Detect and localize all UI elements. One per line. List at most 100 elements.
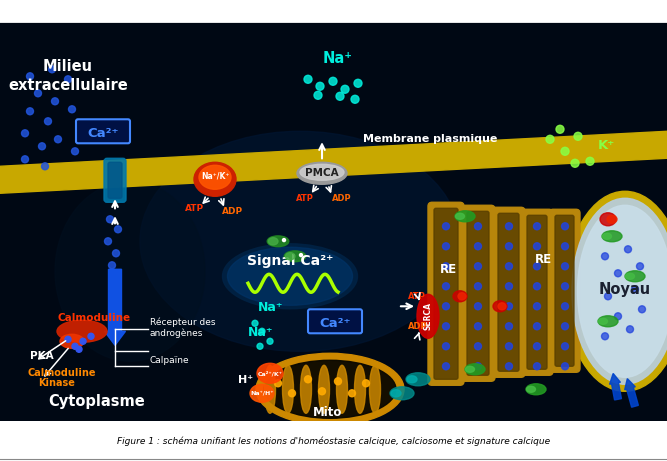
Circle shape	[474, 243, 482, 250]
Ellipse shape	[598, 316, 618, 327]
Circle shape	[614, 313, 622, 320]
FancyBboxPatch shape	[549, 209, 580, 372]
Circle shape	[35, 90, 41, 97]
Ellipse shape	[265, 365, 275, 413]
Ellipse shape	[227, 247, 352, 305]
Ellipse shape	[453, 291, 467, 302]
Circle shape	[534, 283, 540, 290]
FancyBboxPatch shape	[461, 205, 495, 381]
Circle shape	[474, 363, 482, 370]
Circle shape	[334, 378, 342, 385]
Circle shape	[76, 346, 82, 352]
Ellipse shape	[406, 373, 430, 386]
Circle shape	[586, 157, 594, 165]
Ellipse shape	[300, 164, 344, 180]
Circle shape	[506, 343, 512, 350]
Circle shape	[506, 323, 512, 330]
Circle shape	[546, 135, 554, 143]
Circle shape	[289, 390, 295, 397]
Circle shape	[65, 336, 71, 342]
Polygon shape	[0, 21, 667, 421]
Circle shape	[49, 66, 55, 73]
Text: ADP: ADP	[332, 194, 352, 203]
Ellipse shape	[264, 361, 396, 418]
Ellipse shape	[607, 215, 617, 223]
FancyBboxPatch shape	[527, 215, 547, 369]
Ellipse shape	[493, 301, 507, 312]
Ellipse shape	[407, 376, 417, 383]
Text: Na⁺/H⁺: Na⁺/H⁺	[250, 391, 273, 396]
Text: Figure 1 : schéma unifiant les notions d'homéostasie calcique, calciosome et sig: Figure 1 : schéma unifiant les notions d…	[117, 437, 550, 446]
Circle shape	[556, 125, 564, 133]
Circle shape	[348, 390, 356, 397]
FancyBboxPatch shape	[428, 202, 464, 385]
FancyArrow shape	[625, 378, 638, 407]
Circle shape	[571, 160, 579, 167]
Circle shape	[362, 380, 370, 387]
Text: Calmoduline: Calmoduline	[58, 313, 131, 323]
FancyArrow shape	[610, 373, 622, 400]
FancyBboxPatch shape	[467, 211, 489, 375]
Circle shape	[604, 293, 612, 300]
Circle shape	[21, 130, 29, 137]
Circle shape	[562, 223, 568, 230]
Circle shape	[506, 303, 512, 310]
Circle shape	[88, 333, 94, 339]
Ellipse shape	[57, 320, 107, 342]
Ellipse shape	[625, 271, 645, 282]
Circle shape	[107, 216, 113, 223]
Circle shape	[562, 263, 568, 270]
Text: ATP: ATP	[296, 194, 314, 203]
Ellipse shape	[465, 364, 485, 375]
Circle shape	[45, 118, 51, 125]
Ellipse shape	[600, 213, 616, 226]
Text: Milieu
extracellulaire: Milieu extracellulaire	[8, 59, 128, 93]
Circle shape	[316, 82, 324, 90]
Text: SERCA: SERCA	[424, 302, 432, 330]
Circle shape	[442, 363, 450, 370]
Circle shape	[626, 326, 634, 333]
Circle shape	[562, 283, 568, 290]
Polygon shape	[0, 131, 667, 193]
Circle shape	[51, 98, 59, 105]
Text: Ca²⁺/K⁺: Ca²⁺/K⁺	[257, 371, 283, 376]
Ellipse shape	[602, 231, 622, 242]
Circle shape	[474, 263, 482, 270]
Ellipse shape	[336, 365, 348, 413]
FancyBboxPatch shape	[104, 158, 126, 202]
Circle shape	[474, 343, 482, 350]
FancyArrow shape	[105, 269, 125, 345]
Circle shape	[602, 253, 608, 260]
Text: PMCA: PMCA	[305, 168, 339, 178]
Ellipse shape	[223, 244, 358, 309]
Circle shape	[534, 343, 540, 350]
Text: Ca²⁺: Ca²⁺	[319, 317, 351, 330]
Ellipse shape	[417, 294, 439, 338]
Circle shape	[442, 223, 450, 230]
Text: K⁺: K⁺	[598, 139, 615, 152]
Ellipse shape	[391, 390, 401, 397]
Ellipse shape	[455, 211, 475, 222]
Circle shape	[329, 77, 337, 85]
Circle shape	[65, 76, 71, 83]
Circle shape	[351, 95, 359, 103]
FancyBboxPatch shape	[555, 215, 574, 366]
Circle shape	[534, 363, 540, 370]
Text: Cytoplasme: Cytoplasme	[48, 394, 145, 409]
Circle shape	[474, 303, 482, 310]
Circle shape	[506, 283, 512, 290]
Circle shape	[442, 283, 450, 290]
FancyBboxPatch shape	[76, 119, 130, 143]
Text: H⁺: H⁺	[238, 375, 253, 385]
Circle shape	[275, 380, 281, 387]
Circle shape	[80, 338, 86, 344]
Circle shape	[442, 343, 450, 350]
Text: Mito: Mito	[313, 406, 343, 420]
Text: Calmoduline: Calmoduline	[28, 368, 97, 378]
Circle shape	[39, 143, 45, 150]
Text: ADP: ADP	[222, 207, 243, 216]
Circle shape	[257, 343, 263, 349]
Circle shape	[71, 148, 79, 155]
Ellipse shape	[319, 365, 329, 413]
Circle shape	[562, 303, 568, 310]
